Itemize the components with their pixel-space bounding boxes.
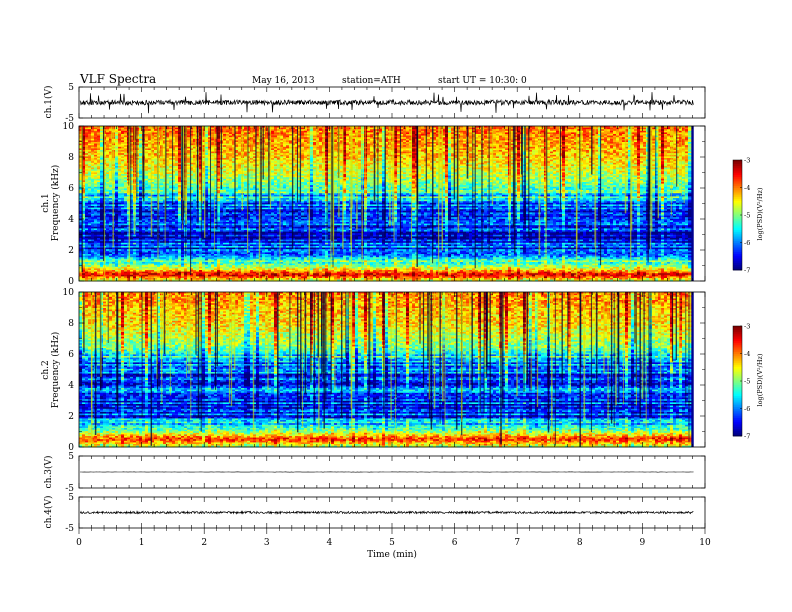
ch1-waveform-panel: ch.1(V) 5-5: [43, 83, 705, 124]
y-tick-label: 5: [68, 83, 74, 93]
ch1-spectrogram-panel: ch.1 Frequency (kHz) log(PSD)(V²/Hz) 024…: [41, 122, 764, 287]
figure-title: VLF Spectra: [79, 72, 156, 86]
ch1-spec-ylabel: Frequency (kHz): [50, 165, 61, 242]
vlf-figure: VLF Spectra May 16, 2013 station=ATH sta…: [0, 0, 792, 612]
header-date: May 16, 2013: [252, 76, 315, 86]
ch1-colorbar-label: log(PSD)(V²/Hz): [756, 187, 764, 240]
header-start-time: start UT = 10:30: 0: [438, 76, 527, 86]
waveform-line: [80, 92, 694, 113]
ch1-ylabel: ch.1(V): [43, 86, 54, 119]
header-station: station=ATH: [342, 76, 401, 86]
ch1-spec-ylabel-channel: ch.1: [41, 193, 51, 212]
